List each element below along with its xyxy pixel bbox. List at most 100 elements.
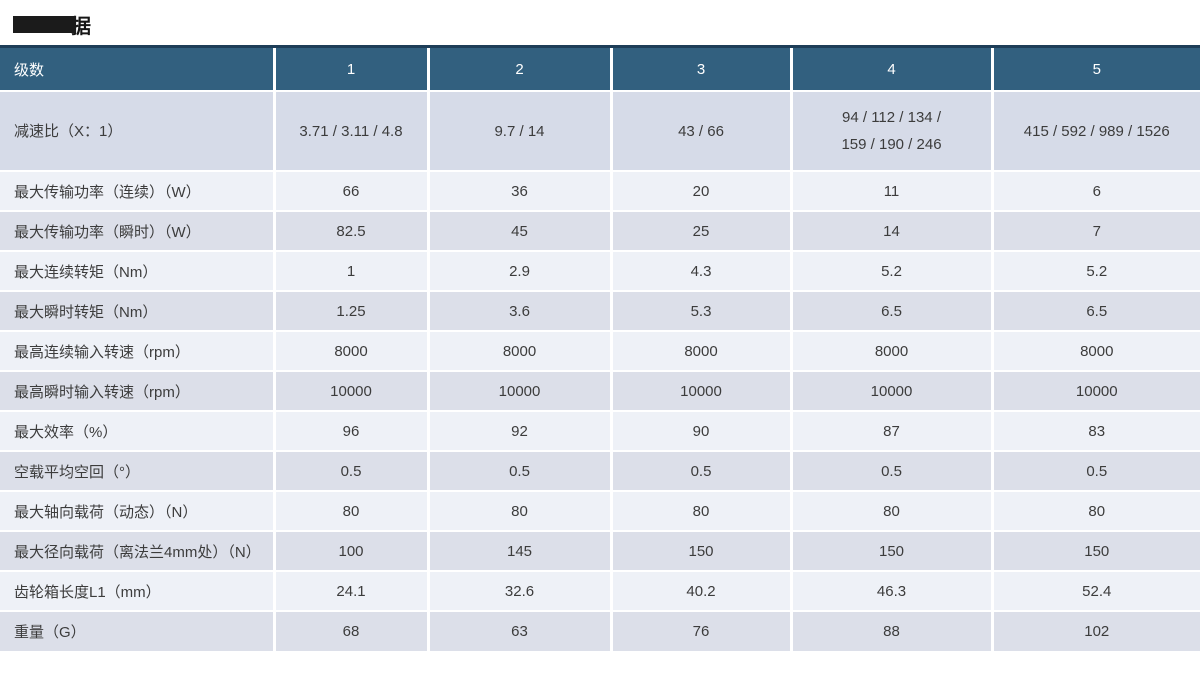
cell: 3.6 xyxy=(426,290,611,331)
cell: 6.5 xyxy=(990,290,1200,331)
cell: 80 xyxy=(990,490,1200,531)
row-label: 齿轮箱长度L1（mm） xyxy=(0,570,274,611)
cell: 11 xyxy=(789,170,992,211)
cell: 10000 xyxy=(609,370,791,411)
row-label: 最大效率（%） xyxy=(0,410,274,451)
cell: 10000 xyxy=(990,370,1200,411)
row-label: 最大径向载荷（离法兰4mm处）（N） xyxy=(0,530,274,571)
column-header-2: 2 xyxy=(426,48,611,91)
cell: 0.5 xyxy=(609,450,791,491)
page-title-text: 据 xyxy=(71,16,91,38)
table-top-border xyxy=(0,45,1200,48)
cell: 92 xyxy=(426,410,611,451)
row-label: 最大轴向载荷（动态）（N） xyxy=(0,490,274,531)
cell: 1 xyxy=(272,250,428,291)
cell: 90 xyxy=(609,410,791,451)
column-header-level: 级数 xyxy=(0,48,274,91)
table-row: 最大瞬时转矩（Nm） 1.25 3.6 5.3 6.5 6.5 xyxy=(0,290,1200,331)
column-header-1: 1 xyxy=(272,48,428,91)
cell: 88 xyxy=(789,610,992,651)
cell: 96 xyxy=(272,410,428,451)
row-label: 空载平均空回（°） xyxy=(0,450,274,491)
cell: 10000 xyxy=(789,370,992,411)
cell: 87 xyxy=(789,410,992,451)
table-row: 最大效率（%） 96 92 90 87 83 xyxy=(0,410,1200,451)
table-header-row: 级数 1 2 3 4 5 xyxy=(0,48,1200,91)
cell: 80 xyxy=(789,490,992,531)
cell: 24.1 xyxy=(272,570,428,611)
cell: 66 xyxy=(272,170,428,211)
cell: 14 xyxy=(789,210,992,251)
table-row: 最大传输功率（瞬时）（W） 82.5 45 25 14 7 xyxy=(0,210,1200,251)
cell: 415 / 592 / 989 / 1526 xyxy=(990,90,1200,171)
cell: 10000 xyxy=(272,370,428,411)
cell: 68 xyxy=(272,610,428,651)
page-title: 据 xyxy=(0,0,1200,45)
cell: 5.2 xyxy=(789,250,992,291)
cell: 150 xyxy=(609,530,791,571)
cell: 0.5 xyxy=(789,450,992,491)
table-row: 齿轮箱长度L1（mm） 24.1 32.6 40.2 46.3 52.4 xyxy=(0,570,1200,611)
cell: 8000 xyxy=(990,330,1200,371)
cell: 82.5 xyxy=(272,210,428,251)
cell: 43 / 66 xyxy=(609,90,791,171)
cell: 0.5 xyxy=(272,450,428,491)
table-row: 最大连续转矩（Nm） 1 2.9 4.3 5.2 5.2 xyxy=(0,250,1200,291)
redaction-box xyxy=(13,16,76,33)
cell: 10000 xyxy=(426,370,611,411)
table-row: 空载平均空回（°） 0.5 0.5 0.5 0.5 0.5 xyxy=(0,450,1200,491)
row-label: 最大连续转矩（Nm） xyxy=(0,250,274,291)
cell: 5.3 xyxy=(609,290,791,331)
cell: 45 xyxy=(426,210,611,251)
row-label: 最大瞬时转矩（Nm） xyxy=(0,290,274,331)
cell: 1.25 xyxy=(272,290,428,331)
column-header-4: 4 xyxy=(789,48,992,91)
cell: 4.3 xyxy=(609,250,791,291)
cell: 20 xyxy=(609,170,791,211)
table-row: 最高瞬时输入转速（rpm） 10000 10000 10000 10000 10… xyxy=(0,370,1200,411)
cell: 2.9 xyxy=(426,250,611,291)
table-row: 减速比（X：1） 3.71 / 3.11 / 4.8 9.7 / 14 43 /… xyxy=(0,90,1200,171)
row-label: 最大传输功率（连续）（W） xyxy=(0,170,274,211)
cell: 8000 xyxy=(426,330,611,371)
cell: 46.3 xyxy=(789,570,992,611)
cell: 150 xyxy=(990,530,1200,571)
cell: 76 xyxy=(609,610,791,651)
cell: 5.2 xyxy=(990,250,1200,291)
column-header-5: 5 xyxy=(990,48,1200,91)
cell: 102 xyxy=(990,610,1200,651)
cell: 8000 xyxy=(789,330,992,371)
table-row: 最大传输功率（连续）（W） 66 36 20 11 6 xyxy=(0,170,1200,211)
cell: 100 xyxy=(272,530,428,571)
table-row: 重量（G） 68 63 76 88 102 xyxy=(0,610,1200,651)
cell: 150 xyxy=(789,530,992,571)
table-row: 最大径向载荷（离法兰4mm处）（N） 100 145 150 150 150 xyxy=(0,530,1200,571)
cell: 94 / 112 / 134 / 159 / 190 / 246 xyxy=(789,90,992,171)
cell: 7 xyxy=(990,210,1200,251)
cell: 80 xyxy=(272,490,428,531)
cell: 80 xyxy=(609,490,791,531)
cell: 25 xyxy=(609,210,791,251)
table-row: 最高连续输入转速（rpm） 8000 8000 8000 8000 8000 xyxy=(0,330,1200,371)
row-label: 最高瞬时输入转速（rpm） xyxy=(0,370,274,411)
row-label: 重量（G） xyxy=(0,610,274,651)
cell: 40.2 xyxy=(609,570,791,611)
cell: 32.6 xyxy=(426,570,611,611)
cell: 63 xyxy=(426,610,611,651)
row-label: 减速比（X：1） xyxy=(0,90,274,171)
column-header-3: 3 xyxy=(609,48,791,91)
row-label: 最大传输功率（瞬时）（W） xyxy=(0,210,274,251)
cell: 3.71 / 3.11 / 4.8 xyxy=(272,90,428,171)
cell: 145 xyxy=(426,530,611,571)
row-label: 最高连续输入转速（rpm） xyxy=(0,330,274,371)
cell: 6 xyxy=(990,170,1200,211)
cell: 0.5 xyxy=(426,450,611,491)
cell: 80 xyxy=(426,490,611,531)
cell: 0.5 xyxy=(990,450,1200,491)
cell: 6.5 xyxy=(789,290,992,331)
table-row: 最大轴向载荷（动态）（N） 80 80 80 80 80 xyxy=(0,490,1200,531)
cell: 9.7 / 14 xyxy=(426,90,611,171)
cell: 8000 xyxy=(272,330,428,371)
spec-table: 级数 1 2 3 4 5 减速比（X：1） 3.71 / 3.11 / 4.8 … xyxy=(0,48,1200,651)
